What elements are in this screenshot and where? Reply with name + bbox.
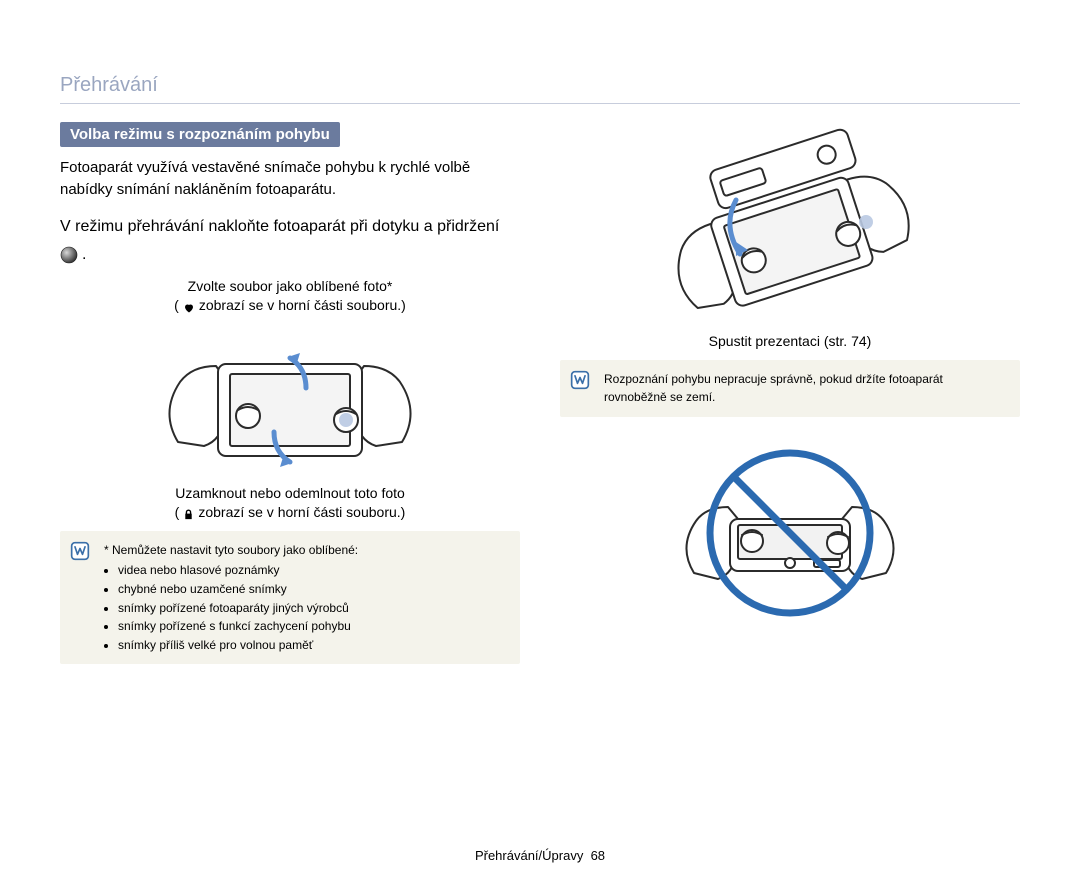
- section-title: Přehrávání: [60, 74, 1020, 97]
- note-icon: [570, 370, 590, 390]
- caption-lock-post: zobrazí se v horní části souboru.): [198, 503, 405, 523]
- footer-text: Přehrávání/Úpravy: [475, 848, 583, 863]
- illustration-forbidden: [660, 423, 920, 623]
- instruction-post: .: [82, 243, 86, 267]
- footer-page-number: 68: [591, 848, 605, 863]
- note-icon: [70, 541, 90, 561]
- note-left-list: videa nebo hlasové poznámky chybné nebo …: [104, 561, 508, 654]
- note-box-left: * Nemůžete nastavit tyto soubory jako ob…: [60, 531, 520, 665]
- note-left-intro: * Nemůžete nastavit tyto soubory jako ob…: [104, 541, 508, 560]
- caption-favorite: Zvolte soubor jako oblíbené foto* ( zobr…: [60, 277, 520, 316]
- caption-lock-pre: (: [175, 503, 180, 523]
- left-column: Volba režimu s rozpoznáním pohybu Fotoap…: [60, 122, 520, 664]
- sub-heading: Volba režimu s rozpoznáním pohybu: [60, 122, 340, 147]
- note-right-text: Rozpoznání pohybu nepracuje správně, pok…: [604, 372, 943, 405]
- caption-slideshow: Spustit prezentaci (str. 74): [560, 332, 1020, 352]
- caption-lock: Uzamknout nebo odemlnout toto foto ( zob…: [60, 484, 520, 523]
- page-footer: Přehrávání/Úpravy 68: [0, 848, 1080, 863]
- caption-lock-line1: Uzamknout nebo odemlnout toto foto: [60, 484, 520, 504]
- illustration-tilt-vertical: [140, 322, 440, 478]
- note-box-right: Rozpoznání pohybu nepracuje správně, pok…: [560, 360, 1020, 417]
- instruction: V režimu přehrávání nakloňte fotoaparát …: [60, 215, 520, 267]
- illustration-tilt-side: [640, 126, 940, 326]
- caption-favorite-line1: Zvolte soubor jako oblíbené foto*: [60, 277, 520, 297]
- intro-text: Fotoaparát využívá vestavěné snímače poh…: [60, 157, 520, 201]
- note-left-item: snímky příliš velké pro volnou paměť: [118, 636, 508, 655]
- right-column: Spustit prezentaci (str. 74) Rozpoznání …: [560, 122, 1020, 664]
- lock-icon: [183, 507, 194, 520]
- section-rule: [60, 103, 1020, 104]
- caption-favorite-post: zobrazí se v horní části souboru.): [199, 296, 406, 316]
- caption-favorite-pre: (: [174, 296, 179, 316]
- note-left-item: videa nebo hlasové poznámky: [118, 561, 508, 580]
- note-left-item: chybné nebo uzamčené snímky: [118, 580, 508, 599]
- note-left-item: snímky pořízené fotoaparáty jiných výrob…: [118, 599, 508, 618]
- instruction-pre: V režimu přehrávání nakloňte fotoaparát …: [60, 215, 499, 239]
- content-columns: Volba režimu s rozpoznáním pohybu Fotoap…: [60, 122, 1020, 664]
- motion-orb-icon: [60, 246, 78, 264]
- note-left-item: snímky pořízené s funkcí zachycení pohyb…: [118, 617, 508, 636]
- heart-icon: [183, 300, 195, 312]
